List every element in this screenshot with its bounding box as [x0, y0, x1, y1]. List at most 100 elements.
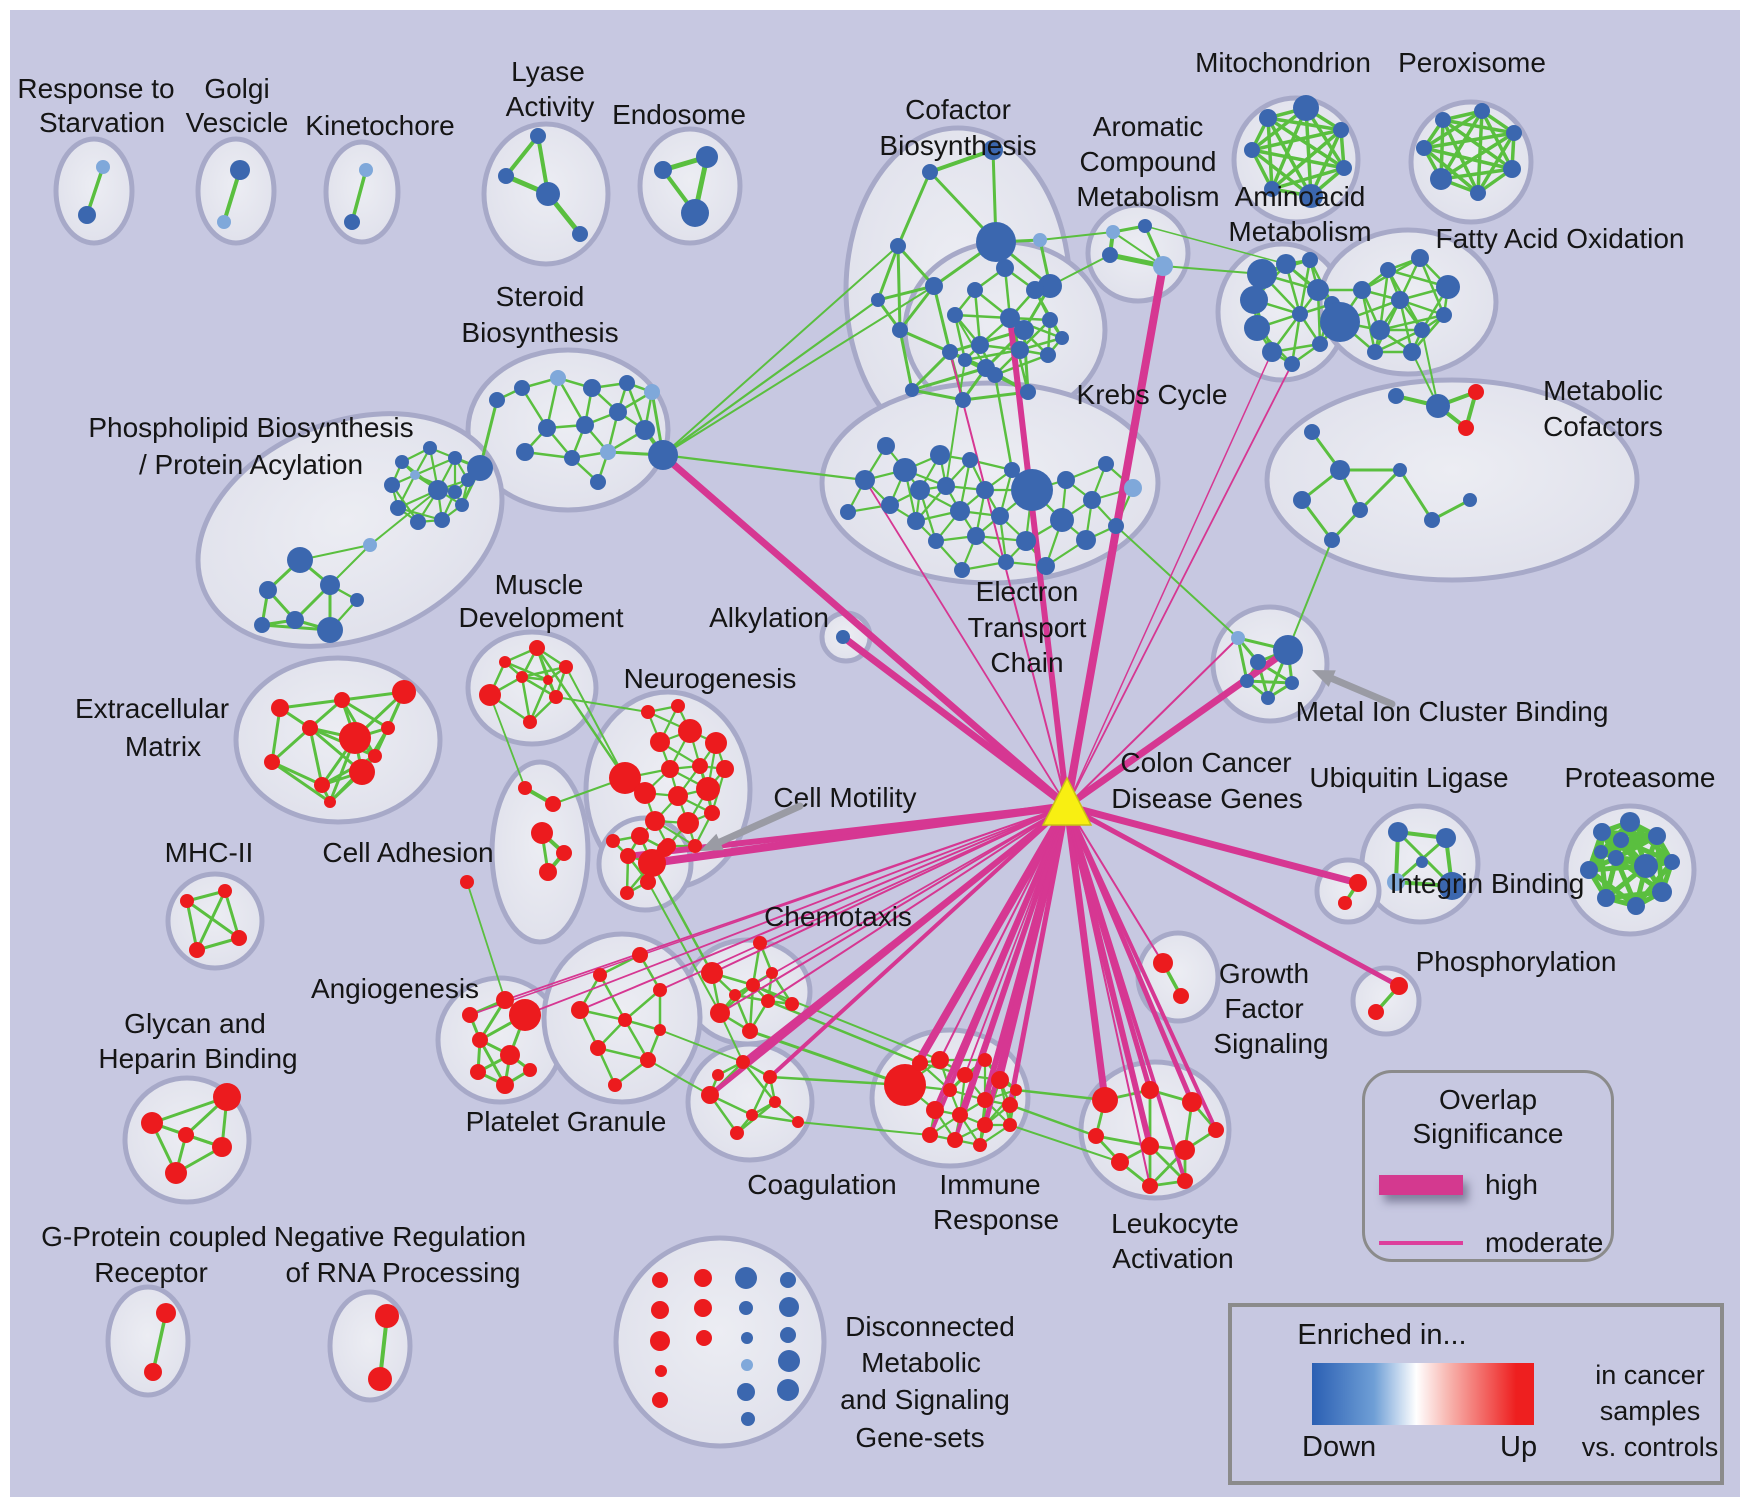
gene-set-node: [978, 1053, 992, 1067]
enrichment-edge: [910, 350, 952, 392]
gene-set-node: [1002, 1097, 1018, 1113]
gene-set-node: [1292, 306, 1308, 322]
enrichment-edge: [928, 148, 995, 174]
enrichment-edge: [741, 1060, 777, 1104]
gene-set-node: [1088, 1128, 1104, 1144]
enrichment-edge: [520, 675, 532, 724]
gene-set-node: [496, 991, 514, 1009]
gene-set-node: [930, 445, 950, 465]
gene-set-node: [600, 444, 616, 460]
gene-set-node: [213, 1083, 241, 1111]
enrichment-edge: [973, 288, 982, 347]
gene-set-node: [1124, 479, 1142, 497]
gene-set-node: [395, 455, 409, 469]
gene-set-node: [925, 277, 943, 295]
gene-set-node: [955, 392, 971, 408]
gene-set-node: [1098, 456, 1114, 472]
enrichment-edge: [932, 284, 952, 354]
enrichment-edge: [466, 881, 506, 1001]
enrichment-edge: [659, 1029, 744, 1063]
gene-set-node: [410, 470, 420, 480]
enrichment-edge: [489, 694, 526, 789]
gene-set-node: [912, 1055, 928, 1071]
gene-set-node: [460, 875, 474, 889]
enriched-note: in cancer samples vs. controls: [1581, 1360, 1719, 1462]
gene-set-node: [448, 451, 462, 465]
gene-set-node: [1302, 252, 1318, 268]
enrichment-edge: [650, 861, 714, 975]
gene-set-node: [1594, 845, 1608, 859]
overlap-edge: [964, 805, 1068, 1076]
enrichment-edge: [1378, 313, 1446, 332]
enrichment-edge: [1250, 148, 1313, 198]
gene-set-node: [314, 777, 330, 793]
gene-set-node: [950, 501, 970, 521]
gene-set-node: [855, 470, 875, 490]
metal-ion-arrow: [1328, 675, 1396, 708]
enrichment-edge: [535, 646, 627, 780]
gene-set-node: [1652, 882, 1672, 902]
overlap-edge: [659, 805, 1068, 991]
gene-set-node: [593, 968, 607, 982]
gene-set-node: [696, 146, 718, 168]
gene-set-node: [375, 1304, 399, 1328]
enrichment-edge: [185, 899, 199, 952]
gene-set-node: [1299, 184, 1323, 208]
g-protein-coupled-receptor-label: G-Protein coupled: [41, 1221, 267, 1252]
enrichment-edge: [1287, 539, 1333, 651]
enrichment-edge: [1115, 525, 1239, 639]
gene-set-node: [572, 226, 588, 242]
gene-set-node: [381, 721, 395, 735]
gene-set-node: [530, 128, 546, 144]
gene-set-node: [212, 1137, 232, 1157]
gene-set-node: [769, 1096, 781, 1108]
enrichment-edge: [195, 889, 227, 952]
gene-set-node: [390, 500, 406, 516]
gene-set-node: [500, 1045, 520, 1065]
gene-set-node: [1261, 691, 1275, 705]
electron-transport-chain-label: Transport: [968, 612, 1087, 643]
enrichment-edge: [993, 373, 1014, 472]
gene-set-node: [1083, 491, 1101, 509]
overlap-edge: [939, 805, 1068, 1061]
gene-set-node: [538, 419, 556, 437]
enrichment-edge: [768, 1075, 907, 1087]
gene-set-node: [640, 1052, 656, 1068]
gene-set-node: [977, 1117, 993, 1133]
cofactor-biosynthesis-label: Cofactor: [905, 94, 1011, 125]
overlap-significance-legend: Overlap Significance high moderate: [1362, 1070, 1614, 1262]
enrichment-edge: [278, 698, 344, 710]
enrichment-edge: [555, 696, 649, 713]
gene-set-node: [462, 1007, 478, 1023]
enrichment-edge: [1360, 288, 1377, 354]
gene-set-node: [1506, 125, 1522, 141]
gene-set-node: [741, 1332, 753, 1344]
enrichment-edge: [1422, 131, 1516, 150]
gene-set-node: [1014, 320, 1034, 340]
gene-set-node: [324, 796, 336, 808]
overlap-edge: [901, 802, 1071, 1089]
gene-set-node: [785, 997, 799, 1011]
overlap-edge: [661, 453, 1071, 810]
gene-set-node: [1307, 279, 1329, 301]
gene-set-node: [651, 1301, 669, 1319]
krebs-cycle-label: Krebs Cycle: [1077, 379, 1228, 410]
overlap-edge: [1063, 802, 1109, 1104]
enrichment-edge: [270, 760, 332, 804]
gene-set-node: [632, 947, 648, 963]
gene-set-node: [905, 383, 919, 397]
gene-set-node: [928, 533, 944, 549]
negative-regulation-rna-label: Negative Regulation: [274, 1221, 526, 1252]
ubiquitin-ligase-label: Ubiquitin Ligase: [1309, 762, 1508, 793]
gene-set-node: [696, 1330, 712, 1346]
gene-set-node: [144, 1363, 162, 1381]
gene-set-node: [536, 182, 560, 206]
gene-set-node: [1349, 874, 1367, 892]
gene-set-node: [736, 1055, 750, 1069]
gene-set-node: [1276, 254, 1296, 274]
gene-set-node: [1040, 347, 1056, 363]
gene-set-node: [559, 660, 573, 674]
overlap-edge: [1066, 805, 1164, 964]
gene-set-node: [746, 978, 760, 992]
gene-set-node: [780, 1327, 796, 1343]
